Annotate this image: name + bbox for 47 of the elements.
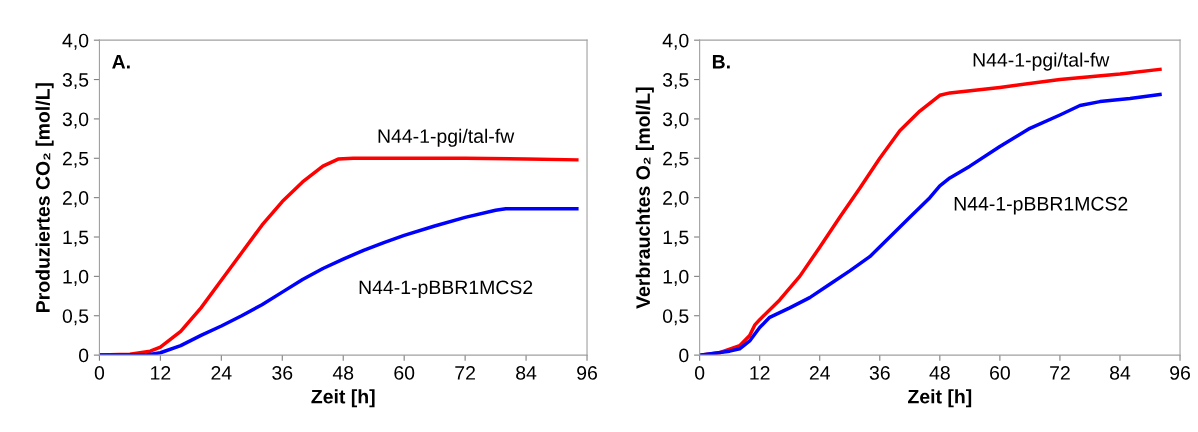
x-tick-label: 72	[1050, 366, 1070, 380]
x-tick-label: 24	[809, 366, 830, 380]
y-tick-label: 2,5	[62, 151, 89, 168]
x-tick-label: 84	[516, 366, 537, 380]
y-tick-label: 1,5	[63, 230, 89, 247]
y-tick-label: 3,0	[662, 112, 689, 129]
y-tick-label: 4,0	[662, 33, 689, 50]
text: B.	[712, 55, 730, 69]
line-series	[99, 206, 579, 356]
y-tick-label: 2,0	[62, 191, 89, 208]
y-tick-label: 3,5	[662, 73, 689, 90]
y-tick-label: 2,0	[663, 191, 689, 208]
x-tick-label: 48	[332, 366, 354, 380]
y-axis-title: Verbrauchtes O₂ [mol/L]	[635, 87, 654, 309]
y-tick-label: 4,0	[62, 33, 89, 50]
y-tick-label: 1,0	[63, 269, 89, 286]
y-tick-label: 1,0	[663, 269, 689, 286]
x-tick-label: 84	[1110, 366, 1131, 380]
y-tick-label: 0	[78, 348, 89, 363]
x-axis-title: Zeit [h]	[311, 389, 375, 408]
series-label: N44-1-pgi/tal-fw	[973, 52, 1110, 71]
y-tick-label: 3,5	[62, 73, 89, 90]
y-tick-label: 2,5	[663, 151, 689, 168]
x-tick-label: 36	[272, 366, 293, 380]
x-tick-label: 12	[151, 366, 171, 380]
y-tick-label: 1,5	[663, 230, 689, 247]
x-tick-label: 12	[750, 366, 770, 380]
series-label: N44-1-pBBR1MCS2	[359, 280, 533, 299]
x-tick-label: 0	[94, 366, 105, 380]
x-axis-title: Zeit [h]	[908, 389, 972, 408]
x-tick-label: 24	[211, 366, 232, 380]
x-tick-label: 96	[577, 366, 597, 380]
y-tick-label: 0,5	[662, 309, 689, 326]
y-tick-label: 0	[679, 348, 689, 363]
x-tick-label: 60	[394, 366, 415, 380]
x-tick-label: 36	[869, 366, 890, 380]
x-tick-label: 0	[694, 366, 705, 380]
x-tick-label: 96	[1170, 366, 1190, 380]
x-tick-label: 60	[990, 366, 1010, 380]
x-tick-label: 72	[455, 366, 475, 380]
series-label: N44-1-pgi/tal-fw	[378, 128, 515, 147]
text: A.	[112, 55, 130, 69]
y-tick-label: 3,0	[62, 112, 89, 129]
series-label: N44-1-pBBR1MCS2	[954, 196, 1128, 215]
x-tick-label: 48	[929, 366, 950, 380]
y-axis-title: Produziertes CO₂ [mol/L]	[35, 83, 54, 312]
y-tick-label: 0,5	[62, 309, 89, 326]
